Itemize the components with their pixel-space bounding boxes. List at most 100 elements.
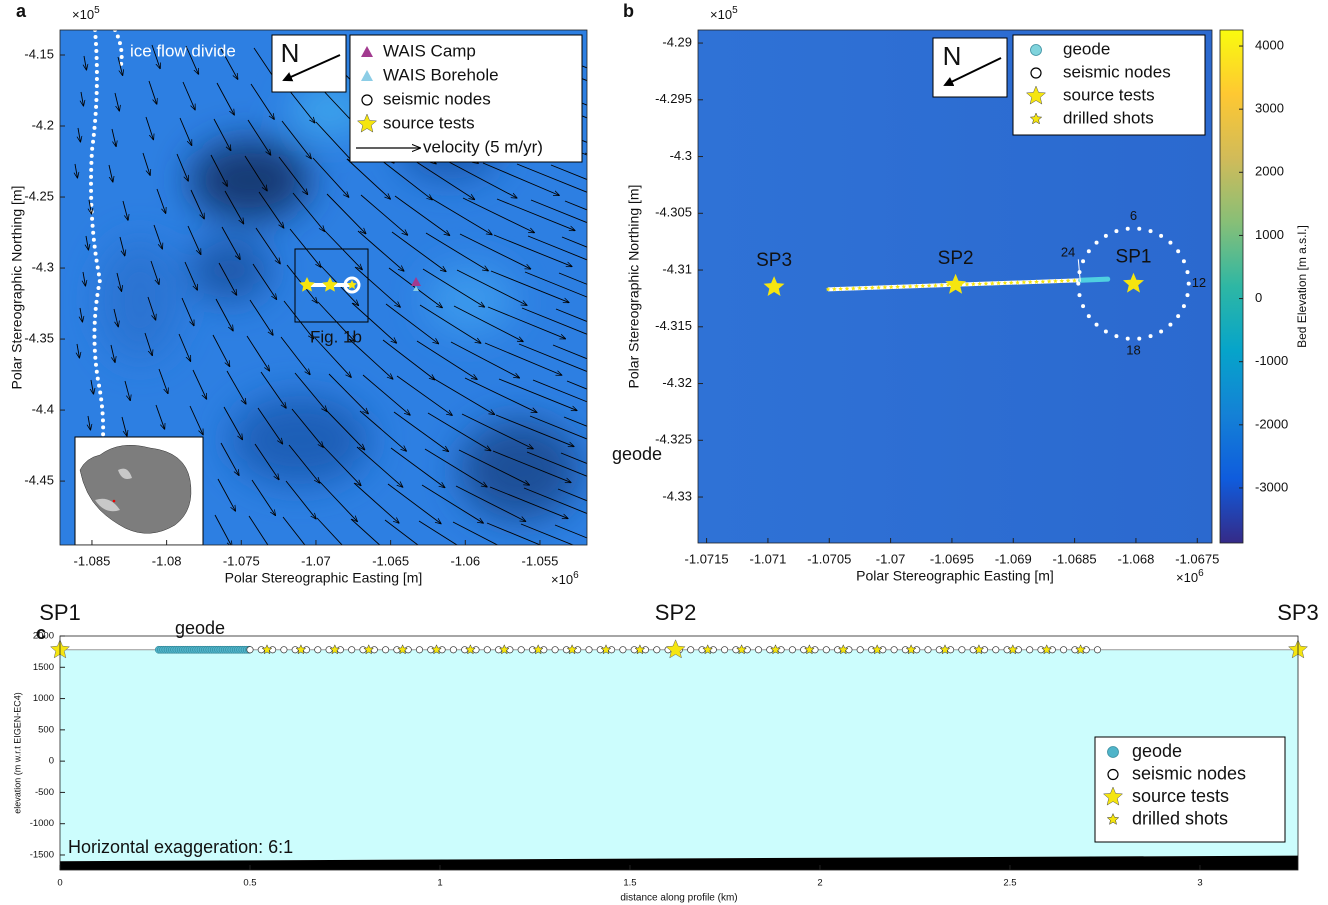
seismic-node	[732, 646, 740, 654]
seismic-node	[641, 646, 650, 654]
velocity-arrow	[213, 118, 231, 151]
velocity-arrow	[294, 372, 327, 411]
velocity-arrow	[348, 338, 393, 379]
velocity-arrow	[147, 296, 156, 320]
seismic-node	[608, 646, 616, 654]
y-tick-label: 0	[49, 756, 54, 767]
legend-marker	[361, 70, 373, 81]
point-label: SP1	[39, 600, 81, 625]
y-tick-label: -4.3	[670, 148, 692, 163]
velocity-arrow	[158, 368, 168, 394]
drilled-shot	[895, 284, 900, 289]
velocity-arrow	[319, 481, 357, 521]
seismic-node	[1060, 646, 1068, 654]
velocity-arrow	[314, 337, 351, 377]
ring-node	[1094, 240, 1099, 245]
y-tick-label: -500	[35, 787, 54, 798]
velocity-arrow	[214, 514, 232, 545]
drilled-shot	[863, 285, 869, 290]
velocity-arrow	[148, 80, 157, 104]
legend-box	[1012, 34, 1206, 136]
seismic-node	[325, 646, 333, 654]
x-tick-label: 0.5	[243, 878, 256, 889]
drilled-shot	[977, 281, 982, 286]
north-label: N	[943, 41, 962, 71]
x-tick-label: 2	[817, 878, 822, 889]
ring-node	[1086, 314, 1091, 319]
velocity-arrow	[390, 447, 445, 488]
velocity-arrow	[414, 160, 475, 199]
drilled-shot	[1041, 644, 1053, 655]
drilled-shot	[926, 283, 932, 288]
velocity-arrow	[380, 159, 432, 200]
velocity-arrow	[257, 407, 282, 444]
seismic-node	[348, 646, 356, 654]
ring-label: 12	[1192, 275, 1206, 290]
drilled-shot	[907, 283, 913, 289]
drilled-shot	[702, 644, 714, 655]
y-tick-label: -4.45	[24, 473, 54, 488]
velocity-arrow	[326, 193, 366, 234]
velocity-arrow	[77, 343, 79, 358]
velocity-arrow	[391, 231, 446, 271]
seismic-node	[370, 646, 378, 654]
velocity-arrow	[464, 377, 537, 412]
x-tick-label: -1.0695	[930, 551, 974, 566]
velocity-arrow	[119, 236, 125, 256]
colorbar-title: Bed Elevation [m a.s.l.]	[1295, 225, 1309, 348]
multiplier-base: ×10	[710, 7, 732, 22]
point-label: SP2	[938, 248, 974, 269]
x-multiplier: ×106	[1176, 568, 1204, 586]
annotation: geode	[175, 618, 225, 638]
velocity-arrow	[156, 188, 166, 213]
north-label: N	[281, 38, 300, 68]
velocity-arrow	[182, 81, 195, 110]
legend-marker	[1106, 812, 1120, 825]
seismic-node	[788, 646, 796, 654]
axes-frame	[697, 29, 1213, 544]
legend-marker	[1107, 768, 1119, 781]
velocity-arrow	[323, 229, 362, 270]
velocity-arrow	[563, 416, 587, 427]
velocity-arrow	[564, 200, 587, 211]
drilled-shot	[1075, 644, 1086, 655]
velocity-arrow	[251, 479, 275, 515]
seismic-node	[1071, 646, 1079, 654]
legend-marker	[1029, 112, 1043, 125]
point-label: SP1	[1116, 247, 1152, 268]
velocity-arrow	[529, 415, 587, 440]
ring-node	[1137, 336, 1142, 341]
source-test	[945, 273, 967, 294]
seismic-node	[483, 646, 491, 654]
velocity-arrow	[588, 117, 666, 148]
seismic-node	[472, 646, 480, 654]
drilled-shot	[1021, 279, 1027, 285]
x-tick-label: 1	[437, 878, 442, 889]
seismic-node	[653, 646, 661, 654]
seismic-node	[777, 646, 785, 654]
velocity-arrow	[187, 225, 201, 254]
x-tick-label: -1.08	[152, 553, 182, 568]
velocity-arrow	[418, 520, 458, 545]
velocity-arrow	[455, 485, 526, 521]
drilled-shot	[1002, 280, 1008, 285]
velocity-arrow	[462, 197, 534, 233]
x-tick-label: -1.0685	[1053, 551, 1097, 566]
velocity-arrow	[223, 406, 242, 440]
seismic-node	[562, 646, 570, 654]
legend-label: seismic nodes	[383, 89, 491, 108]
velocity-arrow	[184, 261, 197, 290]
legend-label: drilled shots	[1132, 808, 1228, 828]
y-multiplier: ×105	[710, 5, 738, 23]
velocity-arrow	[350, 518, 381, 545]
drilled-shot	[832, 286, 837, 292]
velocity-arrow	[424, 448, 487, 487]
velocity-arrow	[532, 379, 587, 403]
drilled-shot	[736, 644, 747, 655]
velocity-arrow	[346, 158, 390, 199]
velocity-arrow	[354, 266, 400, 307]
velocity-arrow	[419, 304, 481, 343]
ring-node	[1077, 293, 1082, 298]
velocity-arrow	[425, 232, 488, 271]
source-test	[1123, 272, 1144, 293]
